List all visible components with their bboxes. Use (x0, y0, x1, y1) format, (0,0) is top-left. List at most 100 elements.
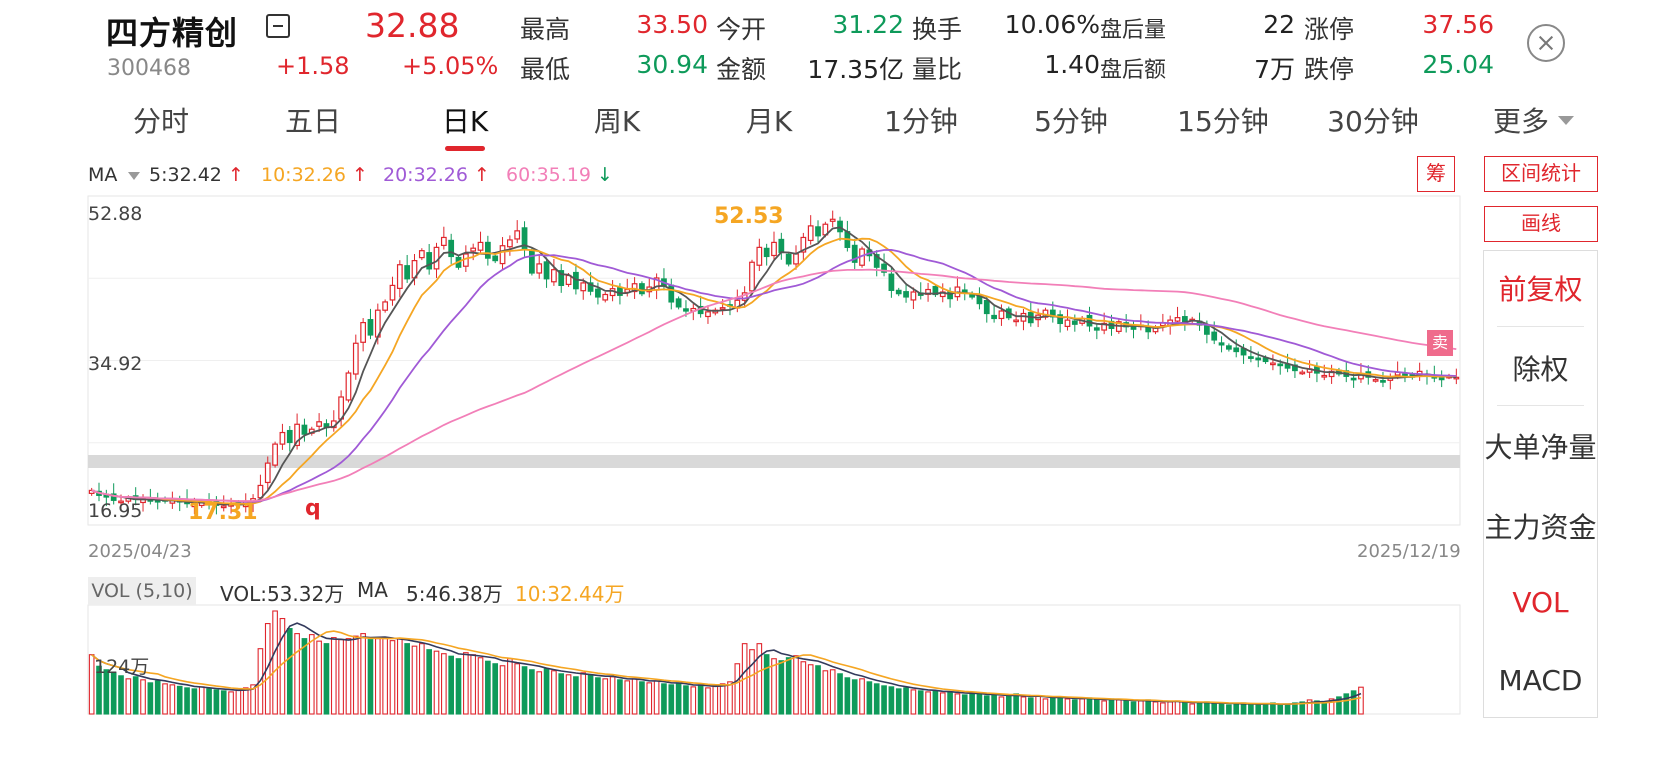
price-change-pct: +5.05% (402, 52, 499, 80)
volume-bar (925, 691, 931, 715)
volume-bar (734, 663, 741, 715)
volume-bar (184, 687, 190, 715)
candle (1020, 312, 1027, 322)
volume-bar (470, 654, 477, 715)
candle (1211, 331, 1218, 341)
volume-bar (1160, 702, 1166, 715)
volume-bar (888, 686, 895, 715)
side-big-order[interactable]: 大单净量 (1484, 431, 1597, 464)
candle (448, 239, 455, 258)
tab-5min[interactable]: 5分钟 (1034, 105, 1108, 138)
volume-bar (1350, 690, 1357, 715)
candle (389, 284, 396, 301)
high-label: 最高 (520, 15, 571, 44)
candle (815, 226, 821, 237)
volume-bar (1005, 695, 1012, 715)
draw-line-button[interactable]: 画线 (1484, 206, 1598, 242)
volume-bar (96, 665, 102, 715)
candle (1402, 373, 1408, 377)
tab-more[interactable]: 更多 (1492, 105, 1549, 138)
volume-bar (147, 682, 154, 715)
candle (771, 241, 777, 257)
close-icon[interactable] (1527, 24, 1565, 62)
volume-bar (1145, 699, 1152, 715)
ma20-value: 20:32.26 (383, 164, 468, 186)
volume-bar (1064, 698, 1071, 715)
chevron-down-icon[interactable] (1558, 116, 1574, 125)
candle (470, 247, 477, 252)
candle (558, 270, 565, 287)
volume-bar (1343, 693, 1350, 715)
collapse-icon[interactable] (266, 14, 290, 38)
ma10-value: 10:32.26 (261, 164, 346, 186)
volume-bar (873, 683, 880, 715)
turnover-label: 换手 (912, 15, 963, 44)
ma-label[interactable]: MA (88, 164, 118, 186)
candle (272, 443, 278, 466)
volume-bar (807, 664, 814, 715)
volume-bar (132, 676, 139, 715)
ma20-line (91, 248, 1457, 503)
side-main-funds[interactable]: 主力资金 (1484, 511, 1597, 544)
side-forward-adjust[interactable]: 前复权 (1498, 273, 1583, 306)
candle (778, 238, 785, 253)
tab-weekly-k[interactable]: 周K (593, 105, 641, 138)
volume-bar (763, 654, 770, 715)
volume-bar (653, 680, 660, 715)
volume-bar (822, 670, 829, 715)
candle (191, 503, 198, 508)
candle (1049, 309, 1056, 318)
volume-bar (118, 675, 124, 715)
volume-bar (1218, 702, 1225, 715)
side-ex-rights[interactable]: 除权 (1512, 353, 1569, 386)
volume-bar (903, 687, 909, 715)
volume-bar (624, 680, 631, 715)
volume-bar (463, 652, 469, 715)
ma-dropdown-icon[interactable] (128, 172, 140, 180)
candle (851, 244, 858, 263)
range-stats-button[interactable]: 区间统计 (1484, 156, 1598, 192)
tab-monthly-k[interactable]: 月K (745, 105, 793, 138)
candle (785, 253, 792, 265)
candle (793, 253, 799, 265)
vol-ma10-line (91, 630, 1362, 705)
volume-bar (477, 657, 484, 715)
candle (639, 283, 645, 295)
volume-bar (1233, 703, 1240, 715)
volume-bar (536, 671, 543, 715)
volume-bar (206, 688, 212, 715)
vol-scale-label: 124万 (94, 656, 150, 678)
candle (301, 424, 308, 435)
tab-intraday[interactable]: 分时 (132, 105, 189, 138)
side-vol[interactable]: VOL (1512, 586, 1569, 619)
volume-bar (1071, 699, 1078, 715)
open-value: 31.22 (832, 10, 904, 39)
chip-distribution-button[interactable]: 筹 (1417, 156, 1455, 192)
volume-bar (235, 689, 242, 715)
volume-bar (998, 696, 1005, 715)
tab-1min[interactable]: 1分钟 (884, 105, 958, 138)
volume-bar (492, 663, 499, 715)
date-end: 2025/12/19 (1357, 541, 1461, 562)
sell-signal-marker: 卖 (1427, 330, 1453, 356)
tab-daily-k[interactable]: 日K (441, 105, 489, 138)
vol-indicator-label[interactable]: VOL (5,10) (88, 577, 196, 605)
volume-bar (558, 673, 565, 715)
tab-30min[interactable]: 30分钟 (1327, 105, 1419, 138)
candle (1270, 362, 1276, 366)
volume-bar (1027, 697, 1034, 715)
side-macd[interactable]: MACD (1498, 664, 1583, 697)
volume-bar (697, 684, 704, 715)
volume-bar (712, 685, 719, 715)
tab-five-day[interactable]: 五日 (284, 105, 341, 138)
tab-15min[interactable]: 15分钟 (1177, 105, 1269, 138)
candle (1248, 356, 1254, 359)
volume-bar (521, 666, 528, 715)
volume-bar (609, 676, 616, 715)
side-panel (1483, 250, 1598, 718)
volume-bar (1189, 703, 1196, 715)
open-label: 今开 (716, 15, 767, 44)
candle (484, 241, 491, 259)
volume-bar (595, 677, 601, 715)
